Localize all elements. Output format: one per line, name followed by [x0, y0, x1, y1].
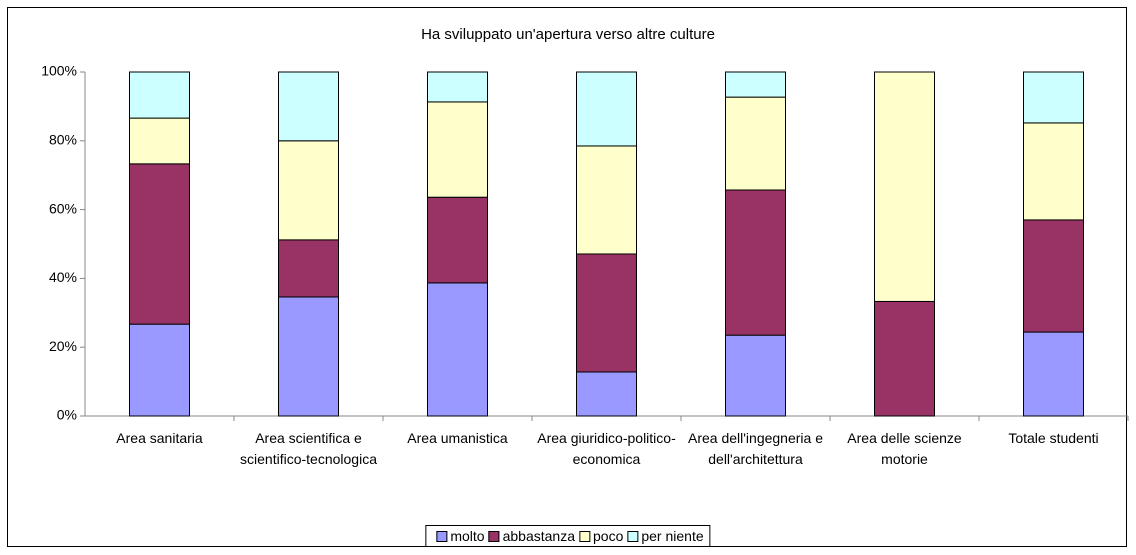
bar-segment [129, 163, 190, 325]
bar-segment [725, 189, 786, 336]
bar-segment [1023, 331, 1084, 417]
y-tick-label: 0% [57, 407, 77, 423]
x-tick-label: Area dell'ingegneria e dell'architettura [688, 430, 823, 467]
legend-label: abbastanza [502, 528, 575, 544]
bar-segment [1023, 122, 1084, 221]
bar-segment [427, 282, 488, 417]
bar-segment [278, 140, 339, 241]
x-tick-label: Area scientifica e scientifico-tecnologi… [240, 430, 377, 467]
bar-segment [576, 253, 637, 373]
bar-segment [278, 239, 339, 298]
y-tick-label: 40% [49, 269, 77, 285]
bar-segment [427, 101, 488, 198]
x-tick-label: Area sanitaria [116, 430, 203, 446]
bar-segment [576, 371, 637, 417]
legend: molto abbastanza poco per niente [425, 525, 711, 547]
x-tick-label: Area delle scienze motorie [847, 430, 962, 467]
y-tick-label: 20% [49, 338, 77, 354]
legend-swatch [436, 530, 448, 542]
legend-label: molto [450, 528, 485, 544]
legend-swatch [488, 530, 500, 542]
legend-label: poco [593, 528, 624, 544]
x-tick-label: Totale studenti [1008, 430, 1099, 446]
bar-segment [874, 300, 935, 417]
bar-segment [1023, 71, 1084, 124]
bar-segment [129, 71, 190, 119]
bar-segment [576, 71, 637, 147]
chart-title: Ha sviluppato un'apertura verso altre cu… [421, 26, 715, 43]
bar-segment [129, 323, 190, 417]
bar-segment [278, 71, 339, 142]
bar-segment [129, 117, 190, 165]
y-tick-label: 100% [41, 63, 77, 79]
bar-segment [874, 71, 935, 302]
bar-segment [427, 196, 488, 284]
bar-segment [725, 96, 786, 191]
bar-segment [725, 71, 786, 98]
x-tick-label: Area giuridico-politico-economica [537, 430, 676, 467]
y-tick-label: 60% [49, 200, 77, 216]
bar-segment [576, 145, 637, 255]
bar-segment [427, 71, 488, 103]
y-tick-label: 80% [49, 132, 77, 148]
bar-segment [278, 296, 339, 417]
legend-swatch [579, 530, 590, 542]
legend-label: per niente [641, 528, 704, 544]
bar-segment [725, 334, 786, 417]
legend-swatch [627, 530, 639, 542]
bar-segment [1023, 219, 1084, 333]
x-tick-label: Area umanistica [407, 430, 508, 446]
